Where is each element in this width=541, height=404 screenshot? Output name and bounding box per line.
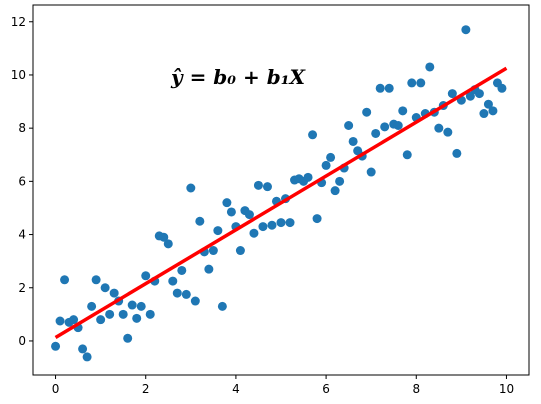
point [222,198,232,208]
point [371,128,381,138]
x-tick-label: 2 [142,382,150,396]
point [190,296,200,306]
point [235,246,245,256]
y-tick-label: 2 [18,281,26,295]
point [69,315,79,325]
point [375,83,385,93]
point [434,123,444,133]
point [244,210,254,220]
point [384,83,394,93]
point [258,222,268,232]
point [321,160,331,170]
point [262,182,272,192]
point [132,313,142,323]
point [407,78,417,88]
point [163,239,173,249]
point [330,186,340,196]
point [416,78,426,88]
point [145,309,155,319]
x-tick-label: 10 [499,382,514,396]
point [105,309,115,319]
point [344,120,354,130]
point [443,127,453,137]
plot-frame [32,4,530,376]
point [303,172,313,182]
point [276,218,286,228]
point [249,228,259,238]
y-tick-label: 4 [18,228,26,242]
annotation: ŷ = b₀ + b₁X [170,65,306,89]
point [118,309,128,319]
point [123,333,133,343]
y-tick-label: 0 [18,334,26,348]
y-tick-label: 10 [11,68,26,82]
point [127,300,137,310]
point [461,25,471,35]
point [326,152,336,162]
point [488,106,498,116]
point [380,122,390,132]
point [393,120,403,130]
point [366,167,376,177]
point [195,216,205,226]
point [497,83,507,93]
point [479,109,489,119]
point [362,107,372,117]
point [402,150,412,160]
point [483,99,493,109]
point [91,275,101,285]
point [348,136,358,146]
point [425,62,435,72]
point [96,315,106,325]
point [208,246,218,256]
point [55,316,65,326]
point [213,226,223,236]
point [267,220,277,230]
x-tick-label: 0 [52,382,60,396]
point [172,288,182,298]
y-tick-label: 8 [18,121,26,135]
point [186,183,196,193]
point [226,207,236,217]
point [87,301,97,311]
point [168,276,178,286]
x-tick-label: 6 [322,382,330,396]
point [136,301,146,311]
point [51,341,61,351]
regression-line [54,66,508,339]
point [253,180,263,190]
x-tick-label: 8 [412,382,420,396]
point [308,130,318,140]
point [204,264,214,274]
point [398,106,408,116]
point [177,265,187,275]
point [141,271,151,281]
point [109,288,119,298]
y-tick-label: 6 [18,174,26,188]
y-tick-label: 12 [11,15,26,29]
point [82,352,92,362]
point [312,214,322,224]
point [217,301,227,311]
point [474,89,484,99]
point [447,89,457,99]
point [181,289,191,299]
point [100,283,110,293]
point [465,91,475,101]
point [60,275,70,285]
point [78,344,88,354]
point [452,148,462,158]
x-tick-label: 4 [232,382,240,396]
point [285,218,295,228]
point [159,232,169,242]
point [335,176,345,186]
